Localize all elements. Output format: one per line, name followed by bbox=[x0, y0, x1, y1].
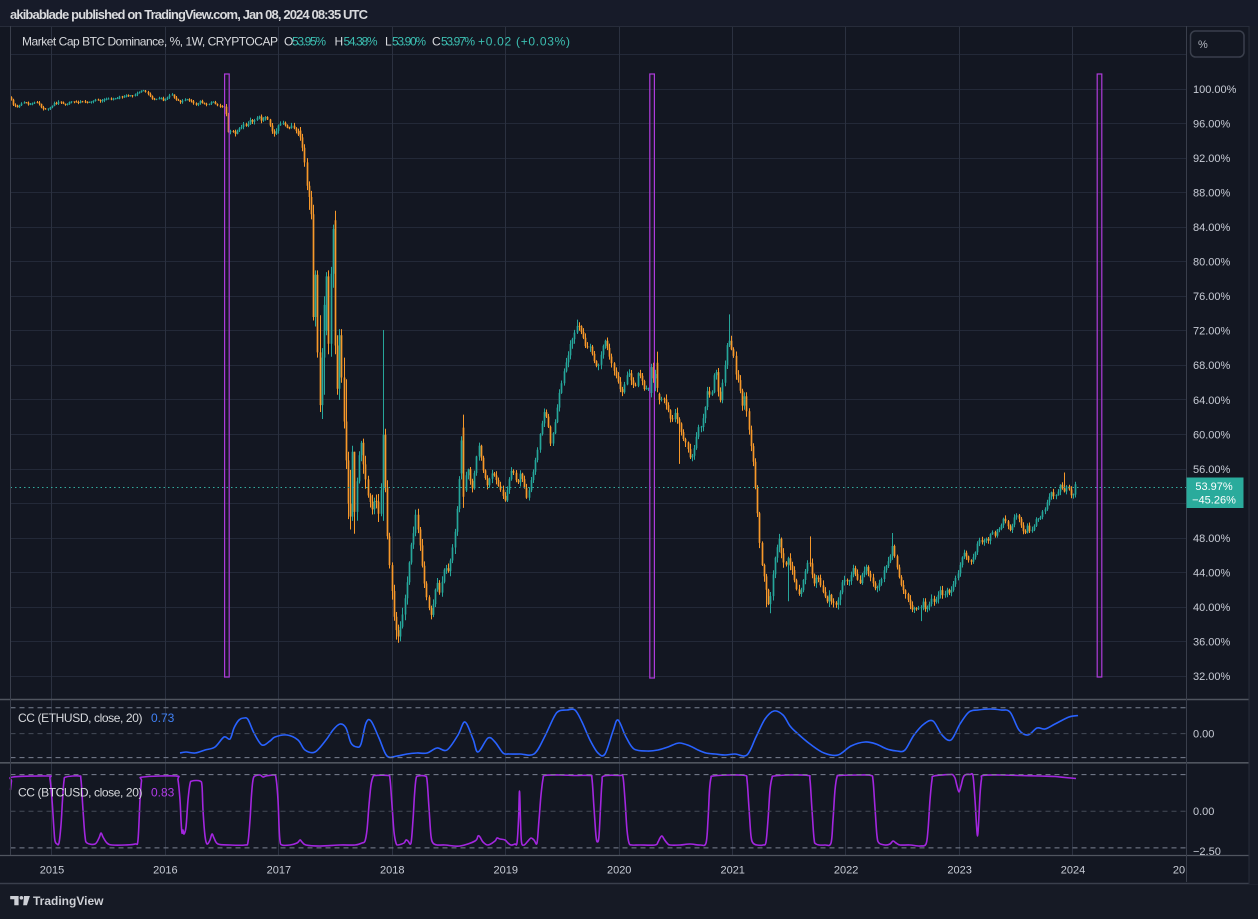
svg-text:2018: 2018 bbox=[380, 865, 404, 877]
svg-text:akibablade published on Tradin: akibablade published on TradingView.com,… bbox=[10, 7, 369, 22]
svg-text:76.00%: 76.00% bbox=[1193, 291, 1231, 303]
svg-text:2024: 2024 bbox=[1061, 865, 1085, 877]
svg-text:2019: 2019 bbox=[494, 865, 518, 877]
svg-text:2022: 2022 bbox=[834, 865, 858, 877]
svg-text:60.00%: 60.00% bbox=[1193, 429, 1231, 441]
svg-text:−45.26%: −45.26% bbox=[1192, 495, 1236, 507]
svg-text:36.00%: 36.00% bbox=[1193, 637, 1231, 649]
svg-text:54.38%: 54.38% bbox=[344, 35, 378, 49]
svg-text:2017: 2017 bbox=[267, 865, 291, 877]
svg-text:100.00%: 100.00% bbox=[1193, 84, 1237, 96]
svg-text:20: 20 bbox=[1173, 865, 1185, 877]
svg-text:2021: 2021 bbox=[720, 865, 744, 877]
svg-text:48.00%: 48.00% bbox=[1193, 533, 1231, 545]
svg-text:0.00: 0.00 bbox=[1193, 728, 1214, 740]
svg-text:TradingView: TradingView bbox=[33, 894, 104, 908]
svg-text:84.00%: 84.00% bbox=[1193, 222, 1231, 234]
svg-text:44.00%: 44.00% bbox=[1193, 568, 1231, 580]
svg-text:0.00: 0.00 bbox=[1193, 806, 1214, 818]
svg-text:53.97%: 53.97% bbox=[441, 35, 475, 49]
svg-text:53.90%: 53.90% bbox=[392, 35, 426, 49]
svg-text:C: C bbox=[432, 35, 441, 49]
svg-text:64.00%: 64.00% bbox=[1193, 395, 1231, 407]
svg-text:72.00%: 72.00% bbox=[1193, 326, 1231, 338]
svg-text:2015: 2015 bbox=[40, 865, 64, 877]
svg-text:CC (ETHUSD, close, 20): CC (ETHUSD, close, 20) bbox=[18, 711, 143, 725]
svg-text:68.00%: 68.00% bbox=[1193, 360, 1231, 372]
svg-text:Market Cap BTC Dominance, %, 1: Market Cap BTC Dominance, %, 1W, CRYPTOC… bbox=[22, 35, 278, 49]
svg-text:92.00%: 92.00% bbox=[1193, 153, 1231, 165]
svg-text:CC (BTCUSD, close, 20): CC (BTCUSD, close, 20) bbox=[18, 785, 143, 799]
svg-text:O: O bbox=[284, 35, 293, 49]
svg-text:56.00%: 56.00% bbox=[1193, 464, 1231, 476]
svg-text:80.00%: 80.00% bbox=[1193, 257, 1231, 269]
svg-text:0.73: 0.73 bbox=[151, 711, 175, 725]
svg-text:+0.02 (+0.03%): +0.02 (+0.03%) bbox=[478, 35, 570, 49]
svg-text:L: L bbox=[385, 35, 392, 49]
svg-text:32.00%: 32.00% bbox=[1193, 671, 1231, 683]
svg-text:0.83: 0.83 bbox=[151, 785, 175, 799]
svg-text:96.00%: 96.00% bbox=[1193, 118, 1231, 130]
svg-text:53.97%: 53.97% bbox=[1195, 481, 1233, 493]
svg-text:2023: 2023 bbox=[947, 865, 971, 877]
svg-text:−2.50: −2.50 bbox=[1193, 846, 1221, 858]
svg-text:%: % bbox=[1198, 39, 1208, 51]
svg-text:88.00%: 88.00% bbox=[1193, 187, 1231, 199]
svg-text:2020: 2020 bbox=[607, 865, 631, 877]
svg-text:53.95%: 53.95% bbox=[292, 35, 326, 49]
svg-text:40.00%: 40.00% bbox=[1193, 602, 1231, 614]
svg-text:2016: 2016 bbox=[153, 865, 177, 877]
svg-text:H: H bbox=[335, 35, 344, 49]
